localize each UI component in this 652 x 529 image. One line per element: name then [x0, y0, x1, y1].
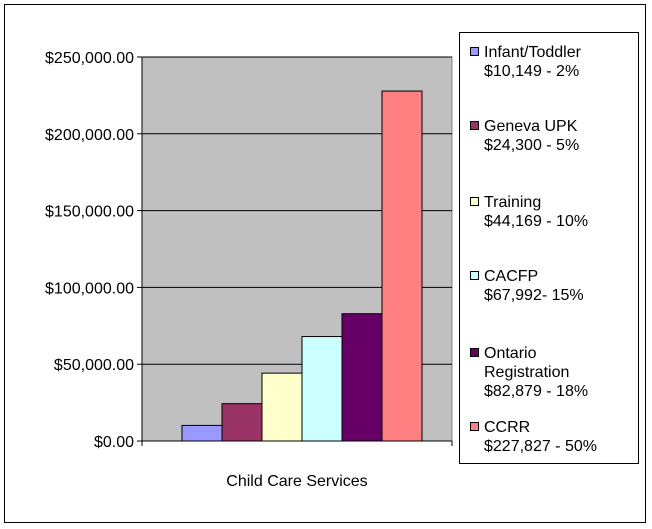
bar-ccrr: [381, 90, 423, 442]
legend-swatch: [470, 271, 479, 280]
legend-swatch: [470, 197, 479, 206]
legend-label-line: $24,300 - 5%: [484, 137, 580, 154]
bars: [181, 90, 423, 442]
legend-swatch: [470, 47, 479, 56]
legend-label-line: $67,992- 15%: [484, 287, 584, 304]
legend-label: CACFP $67,992- 15%: [484, 267, 584, 305]
y-tick-label: $100,000.00: [45, 280, 134, 297]
y-tick-label: $150,000.00: [45, 204, 134, 221]
legend-label-line: $44,169 - 10%: [484, 213, 589, 230]
bar-cacfp: [301, 336, 343, 442]
y-tick-labels: $0.00 $50,000.00 $100,000.00 $150,000.00 $20…: [45, 50, 134, 451]
legend: Infant/Toddler $10,149 - 2% Geneva UPK $24,…: [459, 32, 639, 464]
legend-swatch: [470, 121, 479, 130]
legend-label-line: Geneva UPK: [484, 118, 578, 135]
legend-label: Geneva UPK $24,300 - 5%: [484, 117, 579, 155]
y-tick-label: $50,000.00: [54, 357, 134, 374]
legend-label: Ontario Registration $82,879 - 18%: [484, 344, 588, 401]
axes: [141, 57, 453, 446]
legend-swatch: [470, 348, 479, 357]
bar-training: [261, 372, 303, 442]
legend-label-line: Ontario: [484, 345, 537, 362]
legend-label-line: $227,827 - 50%: [484, 438, 597, 455]
legend-label-line: Training: [484, 194, 542, 211]
legend-label-line: $10,149 - 2%: [484, 63, 580, 80]
legend-label-line: Infant/Toddler: [484, 44, 581, 61]
legend-label: Training $44,169 - 10%: [484, 193, 588, 231]
bar-geneva-upk: [221, 403, 263, 442]
legend-label: CCRR $227,827 - 50%: [484, 418, 597, 456]
y-tick-label: $250,000.00: [45, 50, 134, 67]
bar-infant-toddler: [181, 424, 223, 442]
legend-label-line: $82,879 - 18%: [484, 383, 589, 400]
x-category-label: Child Care Services: [226, 473, 367, 490]
legend-label: Infant/Toddler $10,149 - 2%: [484, 43, 581, 81]
legend-label-line: CCRR: [484, 419, 531, 436]
legend-label-line: Registration: [484, 364, 570, 381]
y-tick-label: $0.00: [94, 434, 134, 451]
legend-swatch: [470, 422, 479, 431]
bar-ontario-registration: [341, 313, 383, 442]
y-tick-label: $200,000.00: [45, 127, 134, 144]
legend-label-line: CACFP: [484, 268, 539, 285]
